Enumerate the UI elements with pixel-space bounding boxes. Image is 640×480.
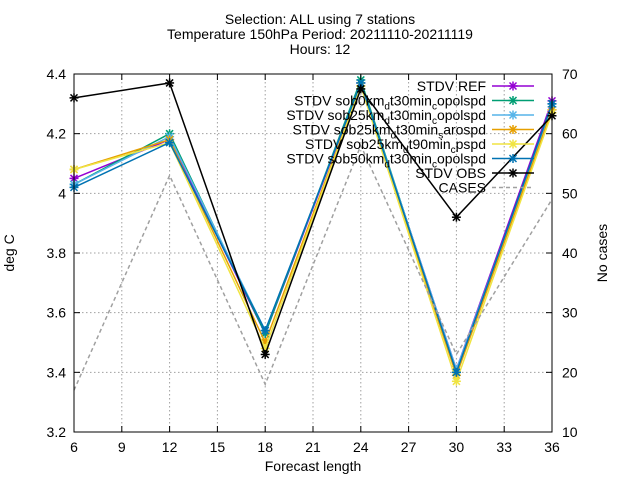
series-line [73,83,553,378]
data-point [451,376,461,386]
data-point [165,138,175,148]
data-point [260,349,270,359]
chart-title-line-3: Hours: 12 [289,41,351,57]
legend-label: STDV sob0kmdt30mincopolspd [294,93,486,113]
y-tick-label: 3.2 [47,424,67,440]
data-point [260,326,270,336]
series-line [73,143,553,391]
legend-entry: STDV sob50kmdt30mincopolspd [286,151,534,171]
legend-entry: STDV sob25kmdt90mincpspd [305,136,534,156]
legend-label: CASES [439,180,486,196]
legend-marker [508,125,518,134]
y-axis-label: deg C [1,234,17,271]
chart-title-line-1: Selection: ALL using 7 stations [224,11,416,27]
x-tick-label: 21 [305,439,321,455]
y2-tick-label: 20 [562,364,578,380]
y2-axis-label: No cases [594,224,610,282]
x-tick-label: 18 [257,439,273,455]
legend-label: STDV REF [417,78,486,94]
axis-ticks: 6 9 12 15 18 21 24 27 30 33 36 3.2 3.4 3.6 3.8 4 4.2 4.4 1… [47,66,578,455]
legend-marker [508,154,518,163]
y2-tick-label: 60 [562,126,578,142]
series-layer [69,75,557,391]
legend-marker [508,96,518,105]
legend-label: STDV OBS [415,165,486,181]
legend-entry: STDV sob25kmdt30mincopolspd [286,107,534,127]
legend-label: STDV sob25kmdt30mincopolspd [286,107,486,127]
legend-entry: STDV REF [417,78,534,94]
series-line [73,82,553,357]
x-tick-label: 27 [401,439,417,455]
y2-tick-label: 70 [562,66,578,82]
y-tick-label: 4.4 [47,66,67,82]
x-tick-label: 24 [353,439,369,455]
data-point [451,212,461,222]
y2-tick-label: 50 [562,185,578,201]
x-tick-label: 36 [544,439,560,455]
y2-tick-label: 30 [562,305,578,321]
legend-marker [508,139,518,149]
x-axis-label: Forecast length [265,458,362,474]
y-tick-label: 3.8 [47,245,67,261]
series-line [73,83,553,384]
x-tick-label: 9 [118,439,126,455]
y2-tick-label: 10 [562,424,578,440]
y-tick-label: 3.4 [47,364,67,380]
legend-label: STDV sob50kmdt30mincopolspd [286,151,486,171]
y-tick-label: 4 [58,185,66,201]
chart-title-line-2: Temperature 150hPa Period: 20211110-2021… [167,26,473,42]
legend-label: STDV sob25kmdt30minsarospd [293,122,486,142]
data-point [356,84,366,94]
legend-entry: STDV OBS [415,165,534,181]
x-tick-label: 30 [449,439,465,455]
x-tick-label: 15 [210,439,226,455]
legend-marker [508,168,518,178]
legend-entry: STDV sob0kmdt30mincopolspd [294,93,534,113]
legend-label: STDV sob25kmdt90mincpspd [305,136,486,156]
x-tick-label: 33 [496,439,512,455]
data-point [451,367,461,377]
series-7 [73,143,553,391]
y2-tick-label: 40 [562,245,578,261]
legend-entry: STDV sob25kmdt30minsarospd [293,122,534,142]
legend-marker [508,81,518,91]
y-tick-label: 3.6 [47,305,67,321]
x-tick-label: 12 [162,439,178,455]
legend-entry: CASES [439,180,534,196]
x-tick-label: 6 [70,439,78,455]
y-tick-label: 4.2 [47,126,67,142]
legend-marker [508,110,518,120]
